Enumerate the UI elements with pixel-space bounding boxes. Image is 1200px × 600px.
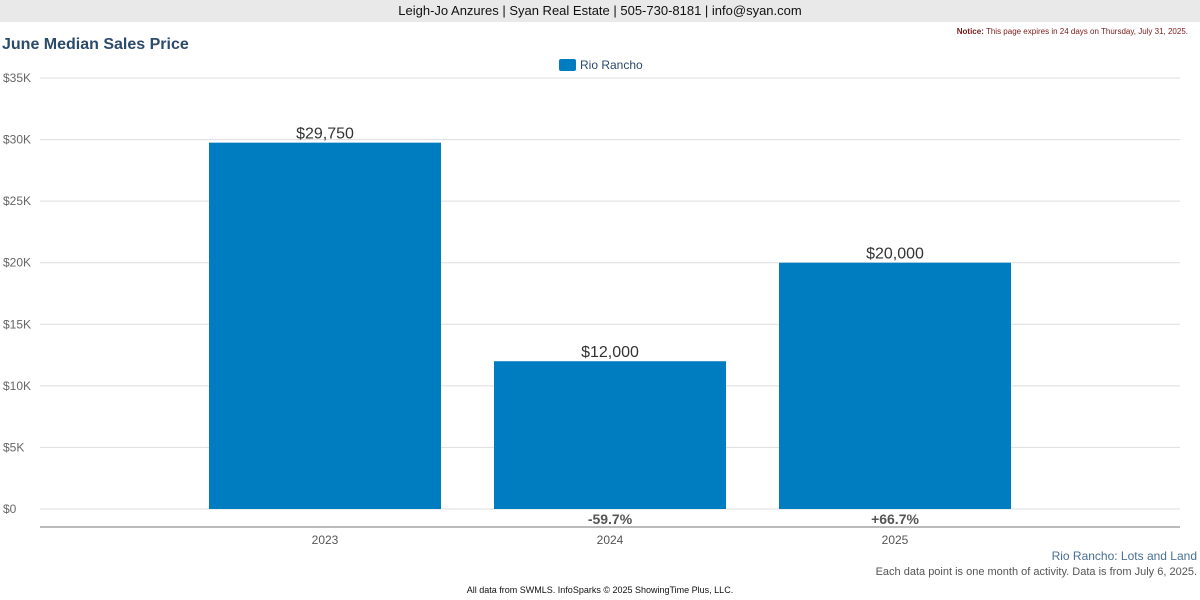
chart-subtitle: Rio Rancho: Lots and Land xyxy=(1051,549,1197,563)
chart-title: June Median Sales Price xyxy=(2,36,189,53)
contact-banner: Leigh-Jo Anzures | Syan Real Estate | 50… xyxy=(0,0,1200,22)
notice-label: Notice: xyxy=(956,27,984,36)
y-tick-label: $5K xyxy=(3,440,24,454)
bar-2025[interactable] xyxy=(779,262,1011,509)
y-tick-label: $0 xyxy=(3,502,17,516)
legend-label: Rio Rancho xyxy=(580,57,643,72)
x-tick-label: 2025 xyxy=(882,533,909,547)
y-tick-label: $20K xyxy=(3,256,31,270)
bar-value-label: $29,750 xyxy=(296,126,354,143)
bar-2024[interactable] xyxy=(494,361,726,509)
data-note: Each data point is one month of activity… xyxy=(875,566,1197,578)
change-label: -59.7% xyxy=(588,511,633,527)
notice-text: This page expires in 24 days on Thursday… xyxy=(985,27,1188,36)
y-tick-label: $15K xyxy=(3,317,31,331)
y-tick-label: $35K xyxy=(3,71,31,85)
bar-value-label: $12,000 xyxy=(581,344,639,361)
x-tick-label: 2024 xyxy=(597,533,624,547)
footer-credit: All data from SWMLS. InfoSparks © 2025 S… xyxy=(466,585,734,595)
change-label: +66.7% xyxy=(871,511,919,527)
expiry-notice: Notice: This page expires in 24 days on … xyxy=(957,27,1188,36)
y-tick-label: $30K xyxy=(3,133,31,147)
y-tick-label: $10K xyxy=(3,379,31,393)
x-tick-label: 2023 xyxy=(312,533,339,547)
chart-legend[interactable]: Rio Rancho xyxy=(559,57,643,72)
legend-swatch xyxy=(559,58,576,71)
bar-2023[interactable] xyxy=(209,142,441,509)
y-tick-label: $25K xyxy=(3,194,31,208)
bar-value-label: $20,000 xyxy=(866,246,924,263)
